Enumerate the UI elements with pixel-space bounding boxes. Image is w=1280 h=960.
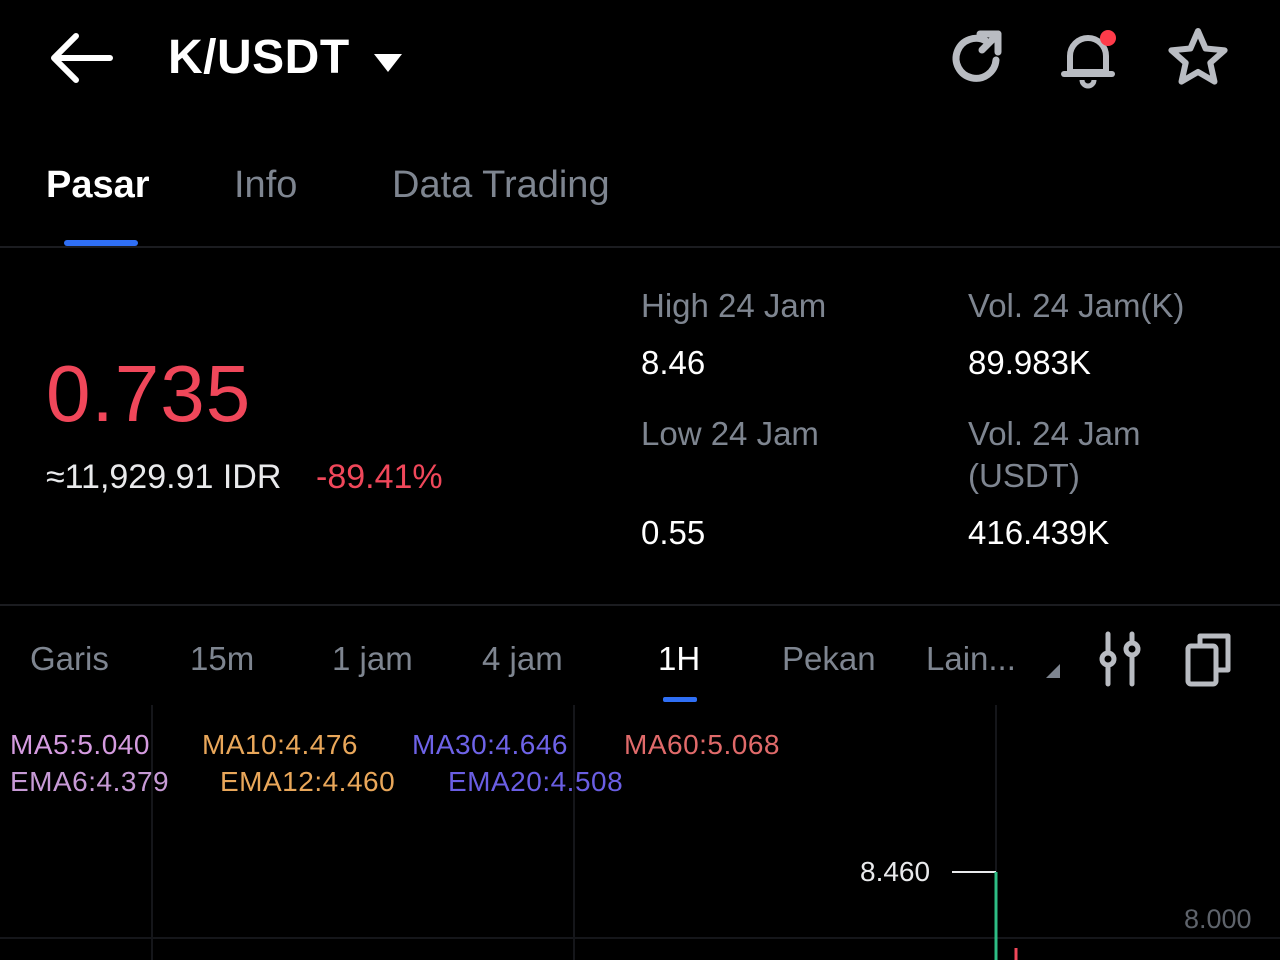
ema6-value: EMA6:4.379 [10,766,170,797]
kline-chart[interactable]: MA5:5.040 MA10:4.476 MA30:4.646 MA60:5.0… [0,705,1280,960]
active-interval-indicator [663,697,697,702]
low-24h-value: 0.55 [641,514,706,551]
more-caret-icon [1044,662,1062,680]
ma5-value: MA5:5.040 [10,729,150,760]
tab-data-trading[interactable]: Data Trading [392,164,610,206]
tab-pasar[interactable]: Pasar [46,164,150,206]
high-24h-label: High 24 Jam [641,287,827,324]
fiat-price: ≈11,929.91 IDR [46,458,282,496]
notification-dot [1100,30,1116,46]
interval-15m[interactable]: 15m [190,640,255,677]
vol-quote-label: Vol. 24 Jam [968,415,1141,452]
vol-quote-value: 416.439K [968,514,1110,551]
interval-more[interactable]: Lain... [926,640,1016,677]
caret-down-icon[interactable] [372,50,404,74]
ma10-value: MA10:4.476 [202,729,358,760]
refresh-icon[interactable] [946,26,1010,90]
landscape-rotate-icon[interactable] [1184,630,1234,688]
interval-4-jam[interactable]: 4 jam [482,640,563,677]
price-axis-label: 8.000 [1184,904,1252,934]
high-24h-value: 8.46 [641,344,706,381]
back-arrow-icon [51,33,113,83]
ma30-value: MA30:4.646 [412,729,568,760]
interval-1h[interactable]: 1H [658,640,701,677]
ema20-value: EMA20:4.508 [448,766,624,797]
high-marker-label: 8.460 [860,856,931,887]
vol-quote-label-unit: (USDT) [968,457,1080,494]
active-tab-indicator [64,240,138,246]
interval-pekan[interactable]: Pekan [782,640,876,677]
tab-info[interactable]: Info [234,164,298,206]
low-24h-label: Low 24 Jam [641,415,819,452]
change-percent: -89.41% [316,458,443,496]
ema12-value: EMA12:4.460 [220,766,396,797]
indicator-settings-icon[interactable] [1096,630,1146,688]
last-price: 0.735 [46,349,252,438]
star-icon[interactable] [1166,26,1230,90]
vol-base-value: 89.983K [968,344,1091,381]
ma60-value: MA60:5.068 [624,729,780,760]
bell-icon[interactable] [1056,26,1120,90]
ticker-divider [0,604,1280,606]
vol-base-label: Vol. 24 Jam(K) [968,287,1185,324]
tabs-divider [0,246,1280,248]
interval-line[interactable]: Garis [30,640,109,677]
interval-1-jam[interactable]: 1 jam [332,640,413,677]
back-button[interactable] [46,28,116,88]
pair-selector[interactable]: K/USDT [168,31,350,84]
